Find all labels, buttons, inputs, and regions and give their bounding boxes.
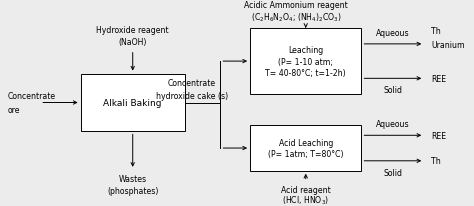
Text: Wastes: Wastes (118, 174, 147, 183)
Text: Th: Th (431, 157, 441, 165)
Text: Alkali Baking: Alkali Baking (103, 98, 162, 108)
Text: Acid reagent: Acid reagent (281, 185, 330, 194)
Text: ore: ore (8, 106, 20, 115)
Text: Acid Leaching
(P= 1atm; T=80°C): Acid Leaching (P= 1atm; T=80°C) (268, 138, 344, 159)
Text: (NaOH): (NaOH) (118, 38, 147, 47)
Text: Concentrate: Concentrate (168, 79, 216, 88)
Text: Hydroxide reagent: Hydroxide reagent (96, 25, 169, 34)
Text: Uranium: Uranium (431, 41, 465, 50)
Text: (C$_2$H$_6$N$_2$O$_4$; (NH$_4$)$_2$CO$_3$): (C$_2$H$_6$N$_2$O$_4$; (NH$_4$)$_2$CO$_3… (251, 11, 342, 24)
Text: (phosphates): (phosphates) (107, 186, 158, 195)
Text: hydroxide cake (s): hydroxide cake (s) (156, 91, 228, 100)
FancyBboxPatch shape (81, 74, 185, 132)
Text: REE: REE (431, 74, 447, 83)
Text: (HCl, HNO$_3$): (HCl, HNO$_3$) (282, 193, 329, 206)
Text: REE: REE (431, 131, 447, 140)
Text: Th: Th (431, 27, 441, 36)
Text: Aqueous: Aqueous (376, 120, 410, 129)
Text: Solid: Solid (383, 168, 402, 177)
Text: Acidic Ammonium reagent: Acidic Ammonium reagent (245, 1, 348, 10)
FancyBboxPatch shape (250, 29, 361, 95)
Text: Solid: Solid (383, 86, 402, 95)
Text: Aqueous: Aqueous (376, 29, 410, 38)
Text: Leaching
(P= 1-10 atm;
T= 40-80°C; t=1-2h): Leaching (P= 1-10 atm; T= 40-80°C; t=1-2… (265, 46, 346, 78)
Text: Concentrate: Concentrate (8, 91, 56, 100)
FancyBboxPatch shape (250, 126, 361, 171)
